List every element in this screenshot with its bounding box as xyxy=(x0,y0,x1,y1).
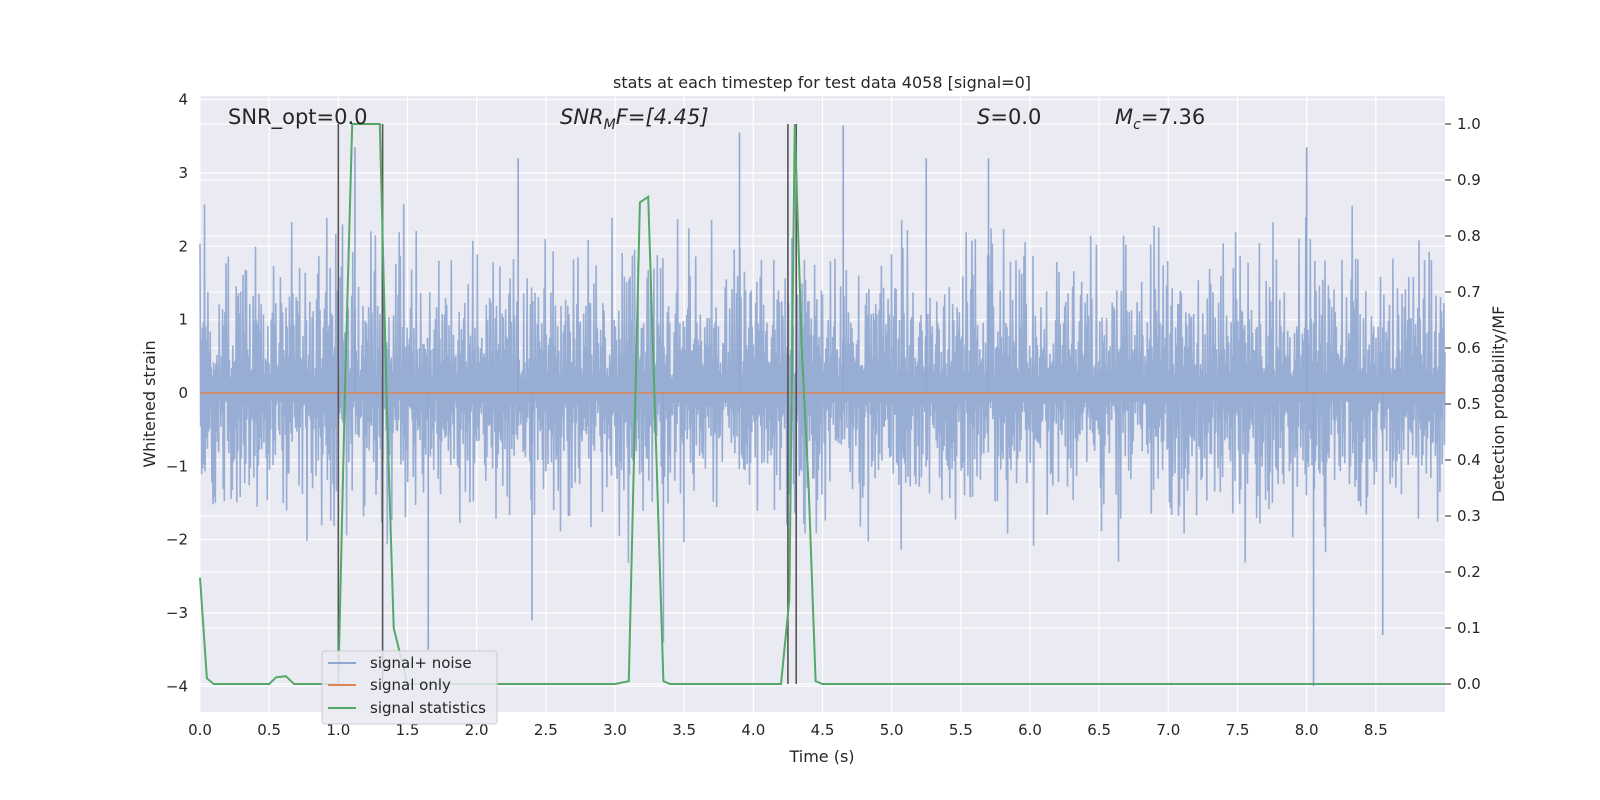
y-tick-label: 3 xyxy=(178,164,188,182)
x-tick-label: 8.0 xyxy=(1295,721,1319,739)
x-tick-label: 7.5 xyxy=(1226,721,1250,739)
x-tick-label: 0.0 xyxy=(188,721,212,739)
x-tick-label: 1.0 xyxy=(326,721,350,739)
y2-tick-label: 0.0 xyxy=(1457,675,1481,693)
y-tick-label: 0 xyxy=(178,384,188,402)
annotation-snr-mf: SNRMF=[4.45] xyxy=(560,105,709,133)
y-tick-label: −1 xyxy=(166,457,188,475)
y-tick-label: 4 xyxy=(178,91,188,109)
y-tick-label: −4 xyxy=(166,677,188,695)
x-tick-label: 2.5 xyxy=(534,721,558,739)
noise-waveform xyxy=(199,203,1446,563)
y2-tick-label: 1.0 xyxy=(1457,115,1481,133)
x-tick-label: 1.5 xyxy=(396,721,420,739)
y2-tick-label: 0.7 xyxy=(1457,283,1481,301)
x-tick-label: 8.5 xyxy=(1364,721,1388,739)
y2-tick-label: 0.8 xyxy=(1457,227,1481,245)
x-tick-label: 3.0 xyxy=(603,721,627,739)
signal-noise-series xyxy=(199,125,1446,687)
chart-title: stats at each timestep for test data 405… xyxy=(613,73,1031,92)
y2-tick-label: 0.3 xyxy=(1457,507,1481,525)
y-axis-label: Whitened strain xyxy=(140,340,159,467)
x-tick-label: 4.5 xyxy=(811,721,835,739)
y2-tick-label: 0.4 xyxy=(1457,451,1481,469)
signal-statistics-line xyxy=(199,123,1445,685)
x-tick-label: 3.5 xyxy=(672,721,696,739)
y-tick-label: 1 xyxy=(178,311,188,329)
y-tick-label: −2 xyxy=(166,531,188,549)
x-axis-label: Time (s) xyxy=(788,747,854,766)
legend: signal+ noise signal only signal statist… xyxy=(321,650,498,725)
x-tick-label: 7.0 xyxy=(1156,721,1180,739)
x-tick-label: 4.0 xyxy=(741,721,765,739)
x-tick-label: 6.0 xyxy=(1018,721,1042,739)
y2-tick-label: 0.9 xyxy=(1457,171,1481,189)
legend-label-signal-only: signal only xyxy=(370,676,451,694)
tick-labels: 0.0 0.5 1.0 1.5 2.0 2.5 3.0 3.5 4.0 4.5 5.0 5.5 6.0 6… xyxy=(166,91,1481,739)
annotation-s: S=0.0 xyxy=(977,105,1041,129)
y2-tick-label: 0.6 xyxy=(1457,339,1481,357)
x-tick-label: 2.0 xyxy=(465,721,489,739)
legend-label-signal-statistics: signal statistics xyxy=(370,699,486,717)
x-tick-label: 6.5 xyxy=(1087,721,1111,739)
x-tick-label: 5.5 xyxy=(949,721,973,739)
y-tick-label: −3 xyxy=(166,604,188,622)
x-tick-label: 0.5 xyxy=(257,721,281,739)
legend-label-noise: signal+ noise xyxy=(370,654,472,672)
legend-box xyxy=(321,650,498,725)
y-tick-label: 2 xyxy=(178,237,188,255)
annotation-snr-opt: SNR_opt=0.0 xyxy=(228,105,368,130)
signal-statistics-series xyxy=(199,123,1445,685)
y2-tick-label: 0.5 xyxy=(1457,395,1481,413)
x-tick-label: 5.0 xyxy=(880,721,904,739)
y2-tick-label: 0.2 xyxy=(1457,563,1481,581)
annotation-mc: Mc=7.36 xyxy=(1115,105,1205,133)
y2-axis-label: Detection probability/MF xyxy=(1489,306,1508,503)
y2-tick-label: 0.1 xyxy=(1457,619,1481,637)
